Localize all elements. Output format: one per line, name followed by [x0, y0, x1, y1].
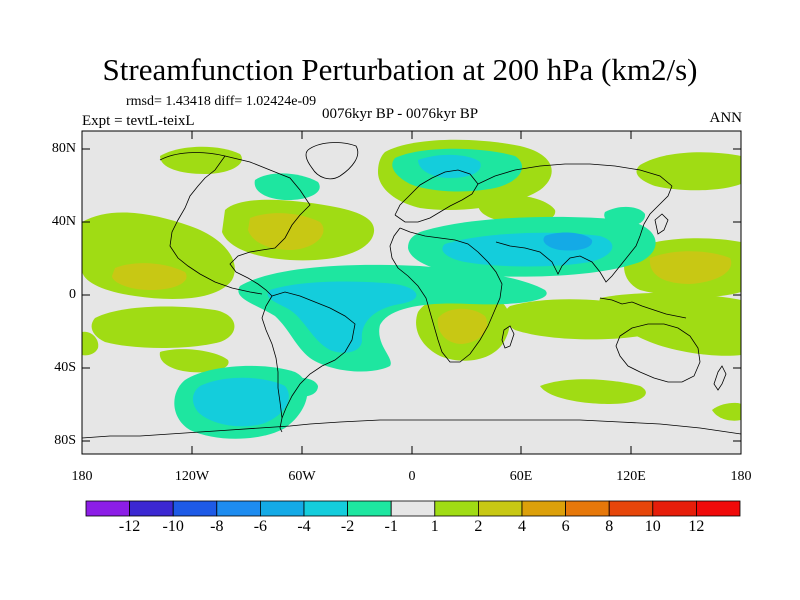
colorbar-label-4: -4 — [297, 518, 311, 535]
colorbar-label-10: 6 — [561, 518, 570, 535]
lon-label-60w: 60W — [288, 469, 316, 484]
coast-madagascar — [501, 325, 515, 349]
colorbar-swatch-6 — [347, 500, 392, 517]
lon-label-120w: 120W — [174, 469, 210, 484]
colorbar-swatch-5 — [303, 500, 348, 517]
colorbar-label-13: 12 — [688, 518, 705, 535]
coast-greenland — [305, 142, 359, 180]
rmsd-stat: rmsd= 1.43418 diff= 1.02424e-09 — [126, 94, 317, 109]
coast-north-america — [159, 152, 311, 297]
lat-label-40n: 40N — [51, 214, 76, 229]
contour-green-south-pacific — [91, 306, 235, 348]
colorbar-swatch-1 — [129, 500, 174, 517]
period-label: 0076kyr BP - 0076kyr BP — [322, 106, 479, 122]
contour-teal-north-atlantic — [254, 173, 320, 200]
colorbar-label-7: 1 — [430, 518, 439, 535]
colorbar-swatch-2 — [172, 500, 218, 517]
lat-label-eq: 0 — [69, 287, 76, 302]
colorbar-swatch-14 — [696, 500, 741, 517]
colorbar-swatch-9 — [477, 500, 523, 517]
lon-label-0: 0 — [408, 469, 416, 484]
lat-ticks — [82, 148, 741, 442]
lon-ticks — [81, 131, 742, 454]
contour-green-pacific-south-west — [599, 292, 741, 356]
contour-cyan-south-atlantic — [192, 377, 289, 427]
colorbar-swatch-3 — [216, 500, 261, 517]
colorbar-label-5: -2 — [340, 518, 355, 535]
coast-australia — [615, 323, 701, 383]
lon-label-180w: 180 — [71, 469, 93, 484]
coast-antarctica — [82, 419, 741, 439]
colorbar-swatch-11 — [565, 500, 610, 517]
colorbar-label-1: -10 — [162, 518, 184, 535]
colorbar-swatch-0 — [85, 500, 130, 517]
colorbar-label-11: 8 — [605, 518, 614, 535]
contour-teal-west-pacific-north — [604, 206, 646, 227]
coast-asia-north — [477, 163, 673, 187]
contour-green-southern-ocean — [540, 379, 646, 404]
colorbar-label-6: -1 — [384, 518, 398, 535]
colorbar-swatch-8 — [434, 500, 479, 517]
contour-green-north-pacific — [636, 152, 741, 191]
lat-label-80n: 80N — [51, 141, 76, 156]
colorbar-swatch-13 — [652, 500, 697, 517]
contour-green-far-east-south — [712, 402, 741, 421]
colorbar-swatch-10 — [521, 500, 566, 517]
colorbar-swatch-7 — [390, 500, 436, 517]
lat-label-80s: 80S — [54, 433, 76, 448]
contour-cyan-asia-core — [543, 232, 593, 251]
colorbar-label-8: 2 — [474, 518, 483, 535]
colorbar — [85, 500, 741, 517]
colorbar-label-12: 10 — [644, 518, 661, 535]
coast-japan — [654, 213, 669, 235]
coast-maritime — [599, 297, 687, 319]
experiment-label: Expt = tevtL-teixL — [82, 113, 195, 129]
colorbar-label-2: -8 — [210, 518, 224, 535]
lon-label-60e: 60E — [509, 469, 533, 484]
contour-green-southern-pacific — [159, 349, 229, 373]
lon-label-180e: 180 — [730, 469, 752, 484]
coast-new-zealand — [713, 365, 727, 391]
coast-south-america — [261, 291, 356, 433]
contour-yellow-west-pacific — [649, 251, 732, 284]
map-title: Streamfunction Perturbation at 200 hPa (… — [102, 52, 698, 87]
season-label: ANN — [709, 110, 743, 126]
coast-asia-south — [495, 185, 673, 283]
contour-yellow-africa-south — [437, 308, 488, 344]
coast-africa — [389, 227, 503, 363]
contour-teal-southern-ocean-west — [288, 378, 318, 397]
colorbar-label-9: 4 — [518, 518, 526, 535]
colorbar-swatch-12 — [608, 500, 654, 517]
colorbar-label-0: -12 — [118, 518, 141, 535]
colorbar-label-3: -6 — [253, 518, 268, 535]
coastline-layer — [82, 142, 741, 439]
lon-label-120e: 120E — [616, 469, 646, 484]
contour-yellow-atlantic-north — [248, 213, 324, 250]
contour-green-south-pacific-west — [82, 331, 99, 356]
contour-yellow-pacific-east — [112, 263, 187, 290]
contour-cyan-tropical-atlantic — [267, 281, 417, 353]
lat-label-40s: 40S — [54, 360, 76, 375]
colorbar-swatch-4 — [259, 500, 305, 517]
